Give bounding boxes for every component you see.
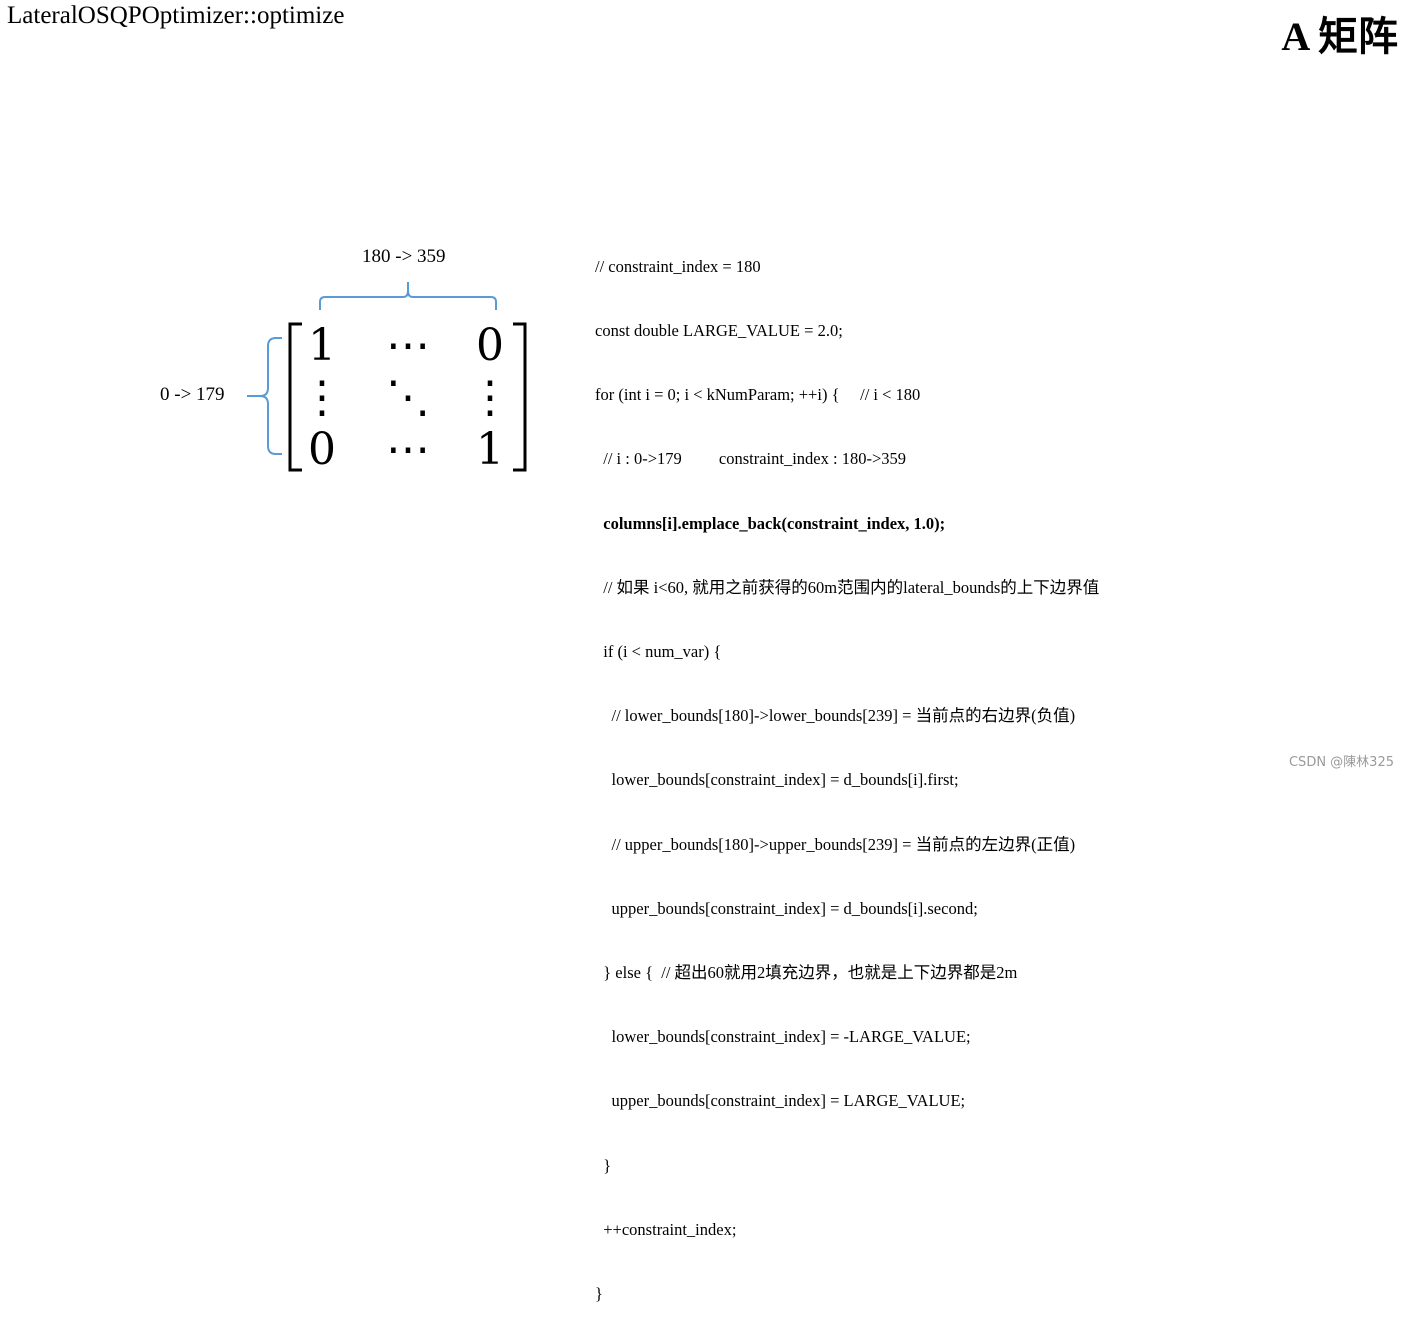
- page-heading: A 矩阵: [1281, 14, 1398, 59]
- code-line: upper_bounds[constraint_index] = LARGE_V…: [595, 1091, 966, 1111]
- code-line: // 如果 i<60, 就用之前获得的60m范围内的lateral_bounds…: [595, 577, 1100, 597]
- matrix-diagram: 180 -> 359 0 -> 179 1 ⋯ 0 ⋮ ⋱ ⋮ 0 ⋯ 1: [150, 240, 550, 480]
- row-range-brace: [247, 337, 282, 455]
- code-line: upper_bounds[constraint_index] = d_bound…: [595, 898, 978, 918]
- code-line: // constraint_index = 180: [595, 256, 761, 276]
- code-line: // upper_bounds[180]->upper_bounds[239] …: [595, 834, 1076, 854]
- column-range-brace: [319, 282, 497, 310]
- code-line: const double LARGE_VALUE = 2.0;: [595, 321, 843, 341]
- matrix-cell-top-middle: ⋯: [386, 320, 430, 371]
- matrix-cell-bottom-right: 1: [476, 424, 504, 475]
- matrix-brackets-graphic: [247, 282, 527, 472]
- matrix-cell-center: ⋱: [386, 372, 430, 423]
- matrix-cell-bottom-middle: ⋯: [386, 424, 430, 475]
- code-line: // lower_bounds[180]->lower_bounds[239] …: [595, 706, 1076, 726]
- page-title: LateralOSQPOptimizer::optimize: [7, 2, 345, 29]
- matrix-left-bracket: [288, 322, 302, 472]
- watermark: CSDN @陳林325: [1288, 755, 1394, 770]
- matrix-cell-bottom-left: 0: [308, 424, 336, 475]
- code-line: for (int i = 0; i < kNumParam; ++i) { //…: [595, 385, 921, 405]
- code-line: }: [595, 1284, 603, 1304]
- code-line: // i : 0->179 constraint_index : 180->35…: [595, 449, 906, 469]
- column-range-label: 180 -> 359: [362, 246, 446, 267]
- code-line: ++constraint_index;: [595, 1219, 737, 1239]
- matrix-right-bracket: [513, 322, 527, 472]
- code-line: lower_bounds[constraint_index] = -LARGE_…: [595, 1027, 971, 1047]
- matrix-cell-top-right: 0: [476, 320, 504, 371]
- code-line: }: [595, 1155, 612, 1175]
- code-line: lower_bounds[constraint_index] = d_bound…: [595, 770, 959, 790]
- code-line-highlighted: columns[i].emplace_back(constraint_index…: [595, 513, 946, 533]
- row-range-label: 0 -> 179: [160, 384, 225, 405]
- code-line: if (i < num_var) {: [595, 642, 722, 662]
- code-line: } else { // 超出60就用2填充边界，也就是上下边界都是2m: [595, 963, 1018, 983]
- matrix-cell-middle-left: ⋮: [300, 372, 344, 423]
- matrix-cell-top-left: 1: [308, 320, 336, 371]
- matrix-cell-middle-right: ⋮: [468, 372, 512, 423]
- code-snippet: // constraint_index = 180 const double L…: [595, 213, 1099, 1326]
